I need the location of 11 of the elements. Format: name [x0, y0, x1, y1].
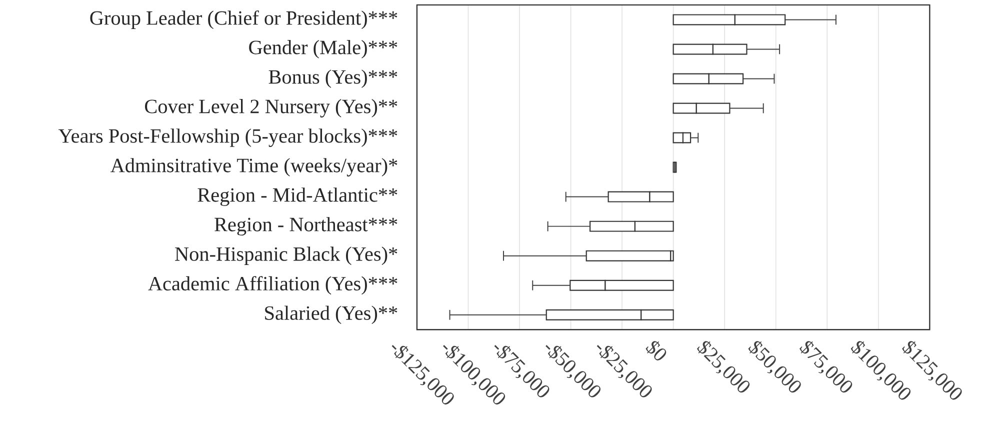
y-tick-label: Non-Hispanic Black (Yes)*: [175, 246, 398, 266]
y-tick-label: Group Leader (Chief or President)***: [90, 10, 398, 30]
y-tick-label: Adminsitrative Time (weeks/year)*: [110, 158, 398, 177]
y-tick-label: Region - Northeast***: [214, 217, 398, 236]
y-tick-label: Bonus (Yes)***: [268, 70, 398, 88]
y-tick-label: Gender (Male)***: [249, 40, 398, 59]
y-tick-label: Cover Level 2 Nursery (Yes)**: [145, 99, 398, 118]
y-tick-label: Salaried (Yes)**: [265, 306, 398, 324]
y-tick-label: Region - Mid-Atlantic**: [198, 188, 398, 206]
y-tick-label: Years Post-Fellowship (5-year blocks)***: [58, 128, 398, 148]
y-tick-label: Academic Affiliation (Yes)***: [148, 276, 398, 295]
